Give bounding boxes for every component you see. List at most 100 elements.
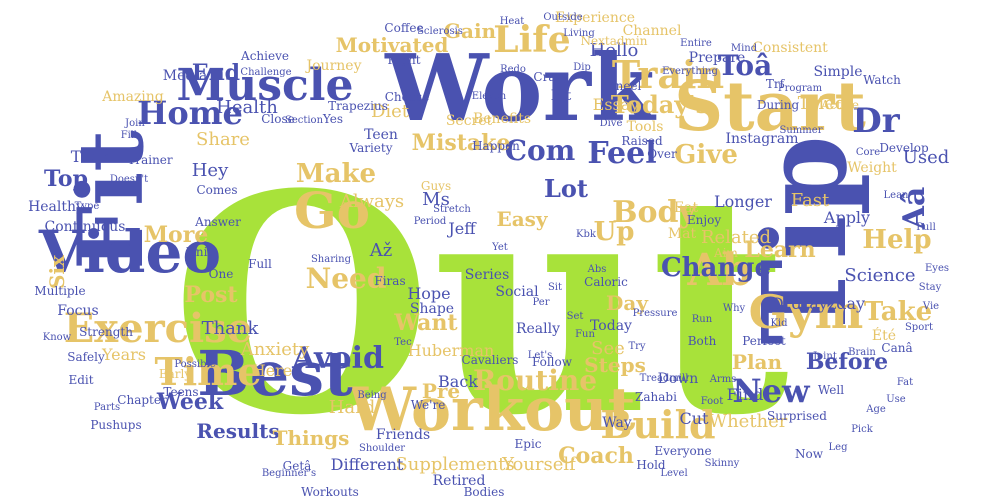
cloud-word-drdrayzday: Drdrayzday [771,294,865,313]
cloud-word-crazy: Crazy [533,70,568,84]
cloud-word-type: Type [75,201,100,212]
cloud-word-surprised: Surprised [767,409,827,423]
cloud-word-redo: Redo [500,64,526,75]
cloud-word-heat: Heat [500,16,525,27]
cloud-word-set: Set [567,311,584,322]
cloud-word-foot: Foot [701,396,723,407]
cloud-word-use: Use [886,394,906,405]
cloud-word-a-: Aâ [897,187,932,231]
cloud-word-kbk: Kbk [576,229,597,240]
cloud-word-pressure: Pressure [633,308,678,319]
cloud-word-joint: Joint [812,351,837,362]
cloud-word-avoid: Avoid [291,341,384,376]
cloud-word-dr: Dr [852,101,900,141]
cloud-word-try: Try [628,341,645,352]
cloud-word-hey: Hey [192,160,229,181]
cloud-word-learn: Learn [744,237,815,263]
cloud-word-journey: Journey [305,58,362,74]
cloud-word-right: Right [387,53,420,67]
cloud-word-healthy: Healthy [28,199,84,215]
cloud-word-answer: Answer [194,215,241,229]
cloud-word-kneel: Kneel [607,79,642,93]
cloud-word-safely: Safely [67,350,105,364]
cloud-word-summer: Summer [780,125,823,136]
cloud-word-way: Way [602,415,632,431]
cloud-word-pushups: Pushups [90,418,141,432]
cloud-word-workout: Workout [347,375,635,445]
cloud-word-to-: Toâ [718,49,772,82]
cloud-word-early: Early [159,367,191,381]
cloud-word-always: Always [339,191,404,212]
cloud-word-ab: Ab [687,245,753,296]
cloud-word-stay: Stay [919,282,942,293]
cloud-word-fun: Fun [575,329,595,340]
cloud-word-easy: Easy [496,207,548,231]
cloud-word-weight: Weight [847,160,897,176]
cloud-word-end: End [192,60,240,86]
cloud-word-week: Week [156,389,224,415]
cloud-word-variety: Variety [349,141,393,155]
cloud-word-yes: Yes [322,112,343,126]
cloud-word-shoulder: Shoulder [359,443,405,454]
cloud-word-give: Give [674,140,738,170]
cloud-word-fill: Fill [121,130,138,141]
cloud-word-doesn-t: Doesn't [110,174,148,185]
cloud-word-lot: Lot [544,174,588,203]
cloud-word-aim: Aim [713,246,739,260]
cloud-word-prepare: Prepare [689,50,746,66]
cloud-word-trf: Trf [766,77,786,91]
cloud-word-mistake: Mistake [412,130,511,156]
cloud-word-diet: Diet [371,101,410,122]
cloud-word-age: Age [865,404,886,415]
cloud-word-workouts: Workouts [301,485,359,499]
cloud-word-eleven: Eleven [472,91,507,102]
cloud-word-now: Now [795,447,824,461]
cloud-word-outside: Outside [543,12,582,23]
cloud-word-during: During [757,98,800,112]
cloud-word-retired: Retired [433,473,486,489]
cloud-word-took: Took [71,147,110,166]
cloud-word-over: Over [647,147,677,161]
cloud-word-sharing: Sharing [311,254,352,265]
cloud-word-motivated: Motivated [336,33,449,57]
cloud-word-simple: Simple [813,64,862,80]
cloud-word-coffee: Coffee [384,21,423,35]
cloud-word-train: Train [612,52,724,97]
cloud-word-tried: Tried [798,93,847,114]
cloud-word-guys: Guys [421,179,451,193]
cloud-word-tec: Tec [394,337,412,348]
cloud-word-pull: Pull [916,222,936,233]
cloud-word-help: Help [862,225,931,255]
cloud-word-hard: Hard [329,397,376,418]
cloud-word-parts: Parts [94,402,120,413]
cloud-word-fit: Fit [58,130,164,270]
cloud-word-eat: Eat [674,200,699,216]
cloud-word-bodies: Bodies [464,485,505,499]
cloud-word-longer: Longer [714,192,772,211]
cloud-word-huberman: Huberman [408,341,495,360]
cloud-word-cut: Cut [680,409,710,428]
cloud-word-back: Back [438,372,478,391]
cloud-word-both: Both [688,334,717,348]
cloud-word-section: Section [285,115,324,126]
cloud-word-video: Video [38,218,221,286]
cloud-word-sit: Sit [548,282,562,293]
cloud-word-dip: Dip [573,62,591,73]
cloud-word-gym: Gym [749,285,864,339]
cloud-word-eyes: Eyes [925,263,949,274]
cloud-word-comes: Comes [196,183,237,197]
cloud-word-secret: Secret [446,113,493,129]
cloud-word-tools: Tools [627,119,664,135]
cloud-word-per: Per [533,297,550,308]
cloud-word-social: Social [495,284,539,300]
cloud-word-lean: Lean [884,190,910,201]
cloud-word-best: Best [197,337,353,410]
cloud-word-plan: Plan [732,350,783,374]
cloud-word-follow: Follow [532,355,573,369]
cloud-word-brain: Brain [848,347,876,358]
cloud-word-share: Share [196,129,250,150]
cloud-word-start: Start [674,67,866,147]
cloud-word-everything: Everything [662,66,718,77]
cloud-word-sclerosis: Sclerosis [417,26,463,37]
